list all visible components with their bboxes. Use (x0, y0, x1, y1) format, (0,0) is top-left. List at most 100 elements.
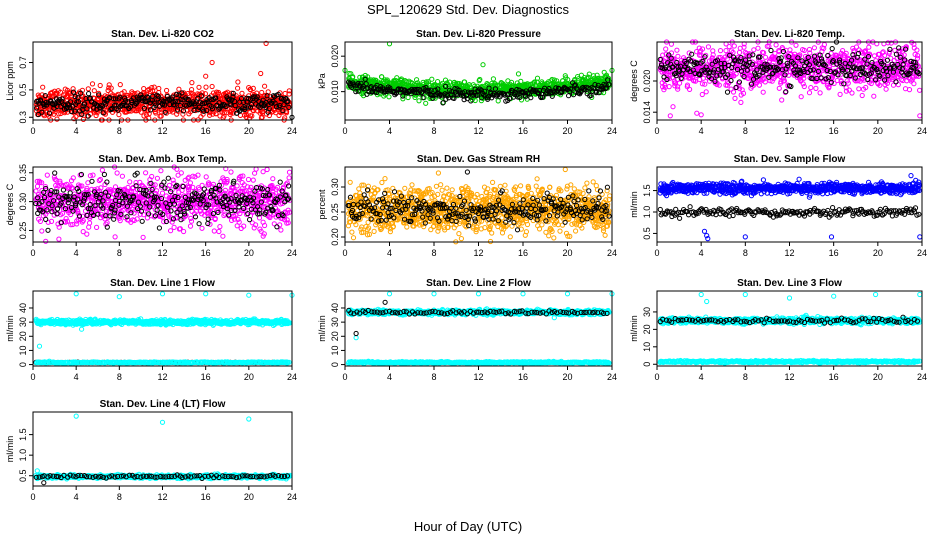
data-point (52, 170, 58, 176)
x-tick-label: 4 (699, 126, 704, 136)
data-point (347, 179, 353, 185)
data-point (43, 238, 49, 244)
data-point (86, 91, 92, 97)
data-point (55, 99, 62, 106)
data-point (112, 96, 119, 102)
y-axis-label: degrees C (5, 183, 15, 225)
data-point (86, 224, 92, 230)
data-point (731, 43, 737, 49)
data-point (139, 218, 145, 224)
data-point (282, 90, 288, 97)
data-point (166, 97, 172, 103)
data-points (342, 41, 615, 106)
data-point (215, 89, 222, 96)
data-point (806, 90, 813, 96)
y-tick-label: 0.35 (18, 164, 28, 182)
data-point (97, 176, 104, 183)
data-point (76, 99, 82, 105)
data-point (228, 169, 234, 175)
data-point (207, 112, 213, 118)
data-point (675, 53, 681, 59)
data-point (187, 223, 194, 229)
data-point (772, 50, 778, 56)
data-point (887, 46, 893, 53)
data-point (89, 81, 96, 87)
y-axis: 0.250.300.35 (18, 164, 33, 239)
data-point (42, 93, 48, 99)
data-point (699, 91, 705, 98)
data-point (239, 90, 245, 96)
data-point (435, 79, 441, 85)
data-point (59, 96, 65, 102)
outlier-point (56, 236, 62, 242)
data-point (762, 54, 769, 60)
data-point (813, 85, 819, 92)
data-point (178, 170, 184, 176)
data-point (235, 79, 241, 85)
x-tick-label: 24 (607, 126, 617, 136)
outlier-point (917, 113, 923, 119)
data-point (90, 172, 96, 178)
data-point (97, 82, 103, 89)
x-tick-label: 0 (30, 248, 35, 258)
data-point (687, 86, 693, 93)
data-point (185, 90, 191, 97)
data-point (212, 92, 218, 98)
data-point (129, 99, 135, 105)
data-point (235, 85, 241, 91)
data-point (138, 109, 144, 115)
data-point (64, 104, 70, 111)
data-point (143, 170, 149, 176)
x-tick-label: 24 (917, 126, 927, 136)
data-point (141, 105, 147, 111)
data-point (180, 111, 186, 117)
outlier-point (203, 73, 209, 79)
data-point (760, 89, 766, 95)
data-point (34, 105, 40, 111)
data-point (158, 168, 164, 174)
y-tick-label: 0.25 (18, 222, 28, 240)
x-tick-label: 4 (74, 248, 79, 258)
x-tick-label: 16 (201, 248, 211, 258)
panel-4: Stan. Dev. Amb. Box Temp.0 4 8 12 16 20 240.25… (5, 154, 297, 258)
data-point (57, 89, 64, 95)
data-point (85, 113, 91, 119)
x-tick-label: 20 (244, 126, 254, 136)
data-point (39, 109, 45, 115)
data-point (199, 225, 205, 231)
data-point (371, 228, 377, 234)
data-point (116, 112, 122, 118)
data-point (54, 116, 60, 122)
y-tick-label: 0.5 (18, 84, 28, 97)
y-axis-label: Licor ppm (5, 61, 15, 101)
data-point (70, 89, 77, 95)
data-point (162, 109, 168, 115)
data-point (895, 82, 901, 88)
data-point (705, 44, 712, 50)
data-point (768, 47, 774, 54)
y-axis-label: degrees C (629, 60, 639, 102)
data-point (202, 91, 208, 97)
x-axis: 0 4 8 12 16 20 24 (342, 120, 617, 136)
data-point (164, 87, 170, 94)
data-point (732, 95, 738, 102)
data-point (34, 183, 41, 189)
data-points (33, 40, 295, 123)
data-point (717, 48, 724, 54)
data-point (121, 89, 127, 95)
data-point (668, 41, 675, 47)
data-point (178, 97, 184, 103)
data-point (495, 98, 501, 104)
data-point (286, 169, 293, 175)
data-point (209, 83, 215, 90)
data-point (79, 111, 85, 118)
x-tick-label: 16 (201, 126, 211, 136)
data-point (67, 104, 73, 110)
data-point (200, 111, 206, 117)
x-tick-label: 8 (117, 248, 122, 258)
outlier-point (263, 40, 269, 47)
